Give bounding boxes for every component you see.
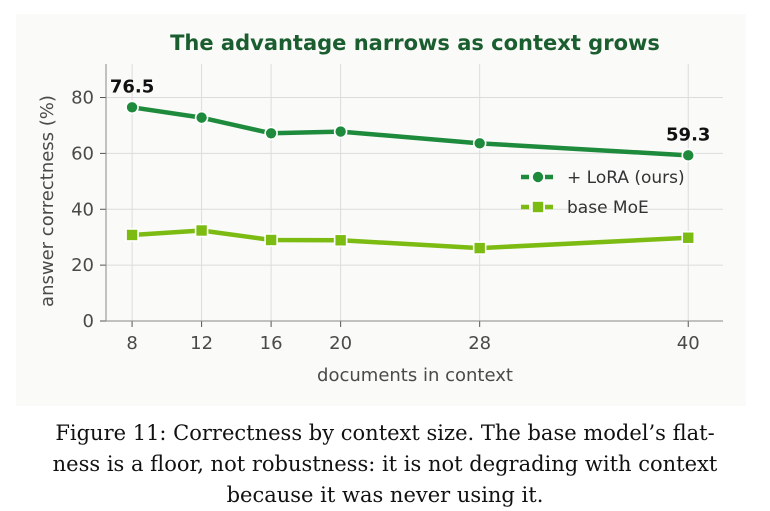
line-chart: The advantage narrows as context grows 0… bbox=[37, 31, 723, 386]
caption-line: because it was never using it. bbox=[226, 483, 544, 507]
x-tick-label: 12 bbox=[190, 333, 213, 354]
x-axis-title: documents in context bbox=[317, 365, 513, 386]
data-point bbox=[264, 233, 278, 247]
data-point bbox=[472, 136, 487, 151]
y-tick-label: 60 bbox=[71, 143, 94, 164]
data-point bbox=[333, 233, 348, 248]
data-point bbox=[264, 126, 278, 141]
axes: 0 20 40 60 80 8 12 16 20 28 40 bbox=[71, 64, 723, 354]
series-layer bbox=[125, 100, 696, 255]
data-label: 59.3 bbox=[666, 124, 710, 145]
y-tick-label: 80 bbox=[71, 88, 94, 109]
legend-label: + LoRA (ours) bbox=[567, 168, 685, 188]
data-label: 76.5 bbox=[110, 76, 154, 97]
data-point bbox=[681, 148, 696, 163]
figure-caption: Figure 11: Correctness by context size. … bbox=[0, 418, 770, 511]
data-point bbox=[333, 124, 348, 139]
chart-title: The advantage narrows as context grows bbox=[170, 31, 660, 55]
data-point bbox=[125, 228, 139, 242]
series-line bbox=[129, 228, 691, 251]
legend-marker bbox=[531, 170, 545, 184]
y-tick-label: 40 bbox=[71, 199, 94, 220]
legend-label: base MoE bbox=[567, 198, 649, 218]
data-point bbox=[194, 110, 209, 125]
legend-marker bbox=[531, 200, 545, 214]
x-tick-label: 16 bbox=[260, 333, 283, 354]
chart-figure: The advantage narrows as context grows 0… bbox=[16, 14, 746, 406]
data-point bbox=[681, 230, 696, 245]
y-tick-label: 0 bbox=[83, 311, 94, 332]
series-line bbox=[129, 105, 691, 158]
caption-line: Figure 11: Correctness by context size. … bbox=[55, 421, 715, 445]
data-point bbox=[194, 223, 209, 238]
caption-line: ness is a floor, not robustness: it is n… bbox=[52, 452, 718, 476]
series bbox=[125, 223, 696, 255]
grid bbox=[106, 64, 723, 322]
x-tick-label: 8 bbox=[126, 333, 137, 354]
annotation-layer: 76.5 59.3 bbox=[110, 76, 711, 145]
legend: + LoRA (ours) base MoE bbox=[521, 168, 685, 218]
x-tick-label: 20 bbox=[329, 333, 352, 354]
series bbox=[125, 100, 696, 163]
x-tick-label: 40 bbox=[677, 333, 700, 354]
data-point bbox=[125, 100, 139, 115]
y-tick-label: 20 bbox=[71, 255, 94, 276]
data-point bbox=[472, 241, 487, 255]
x-tick-label: 28 bbox=[468, 333, 491, 354]
y-axis-title: answer correctness (%) bbox=[37, 95, 58, 307]
